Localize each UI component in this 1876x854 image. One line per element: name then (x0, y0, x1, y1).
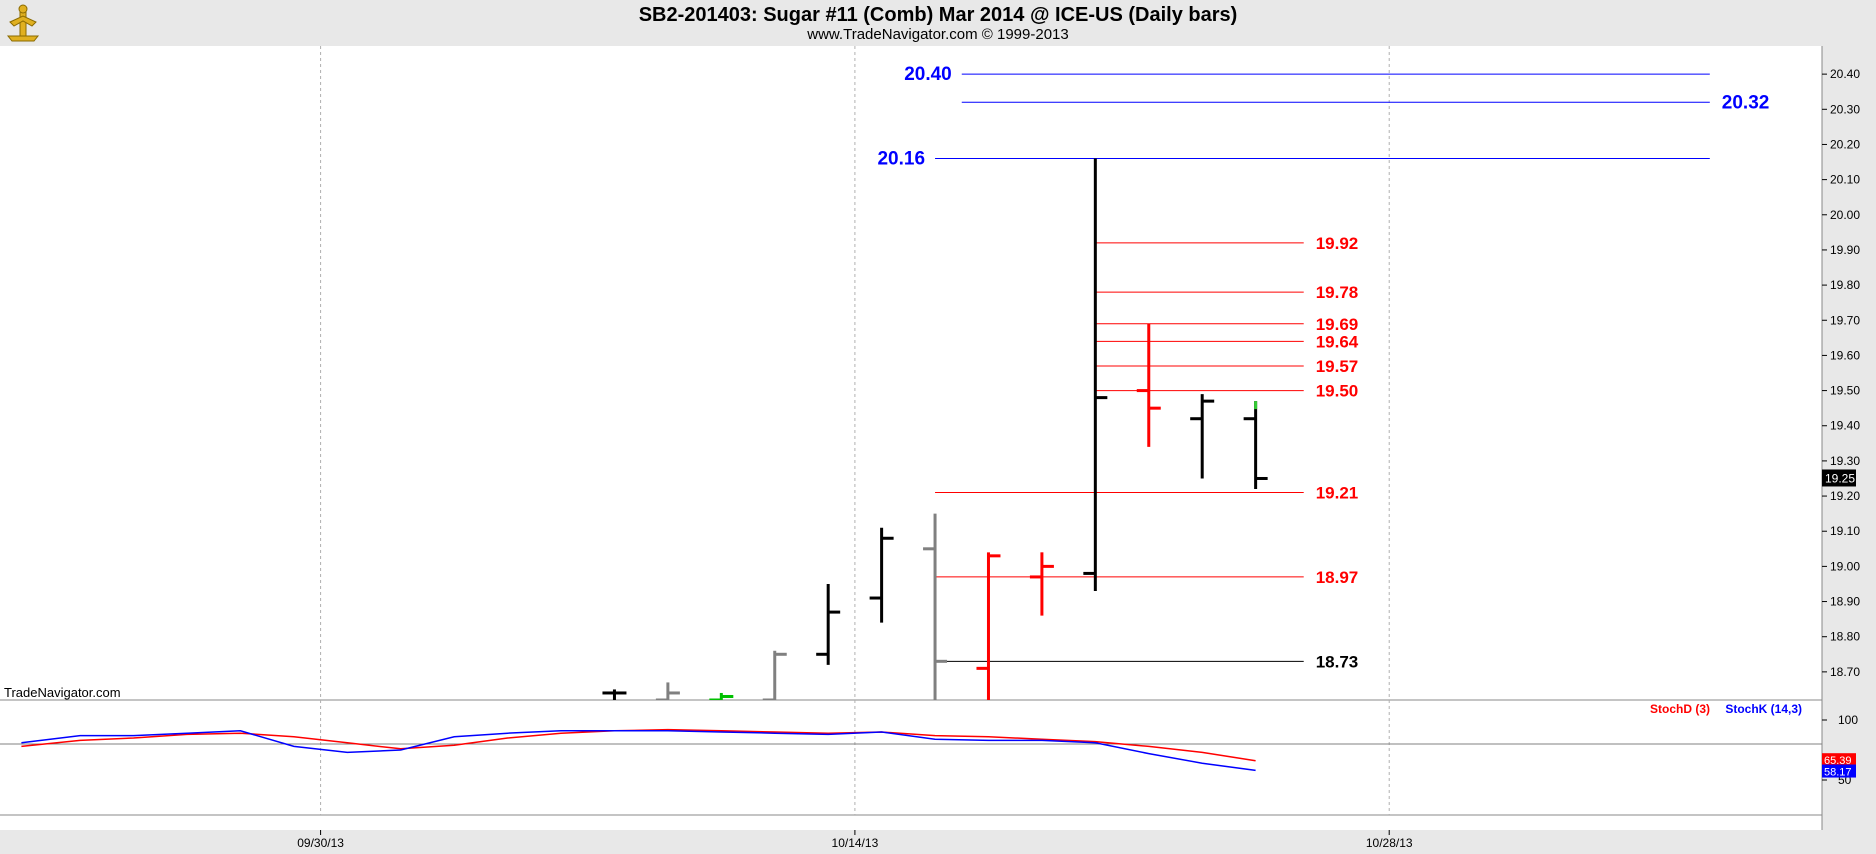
ohlc-bar (1190, 394, 1215, 479)
ohlc-bar (1136, 323, 1161, 447)
level-label: 18.97 (1316, 568, 1359, 587)
stoch-series-line (21, 728, 1256, 762)
price-tick-label: 19.80 (1830, 278, 1860, 292)
ohlc-bar (923, 513, 948, 700)
price-tick-label: 19.50 (1830, 384, 1860, 398)
header-band (0, 0, 1876, 46)
level-label: 19.64 (1316, 332, 1359, 351)
ohlc-bar (602, 689, 627, 700)
stochk-value-tag: 58.17 (1824, 767, 1852, 779)
ohlc-bar (816, 583, 841, 665)
ohlc-bar (1083, 158, 1108, 591)
price-tick-label: 20.20 (1830, 137, 1860, 151)
watermark: TradeNavigator.com (4, 685, 121, 700)
ohlc-bar (1243, 401, 1268, 490)
date-tick-label: 10/14/13 (832, 836, 879, 850)
ohlc-bar (1029, 552, 1054, 616)
ohlc-bar (976, 552, 1001, 700)
level-label: 18.73 (1316, 652, 1359, 671)
price-tick-label: 20.30 (1830, 102, 1860, 116)
stoch-tick-label: 100 (1838, 713, 1858, 727)
price-tick-label: 20.40 (1830, 67, 1860, 81)
level-label: 19.57 (1316, 357, 1359, 376)
date-tick-label: 10/28/13 (1366, 836, 1413, 850)
stochk-value-tag-bg (1822, 764, 1856, 778)
price-tick-label: 18.80 (1830, 630, 1860, 644)
chart-title: SB2-201403: Sugar #11 (Comb) Mar 2014 @ … (638, 4, 1238, 26)
last-price-tag: 19.25 (1825, 471, 1855, 485)
level-label: 20.32 (1722, 92, 1770, 113)
chart-subtitle: www.TradeNavigator.com © 1999-2013 (807, 26, 1069, 43)
price-tick-label: 19.10 (1830, 524, 1860, 538)
ohlc-bar (709, 692, 734, 700)
price-tick-label: 20.10 (1830, 173, 1860, 187)
price-panel (0, 46, 1822, 700)
price-tick-label: 19.90 (1830, 243, 1860, 257)
price-tick-label: 19.00 (1830, 559, 1860, 573)
price-tick-label: 18.90 (1830, 595, 1860, 609)
ohlc-bar (655, 682, 680, 700)
level-label: 19.21 (1316, 484, 1359, 503)
level-label: 20.16 (877, 149, 925, 170)
price-tick-label: 19.40 (1830, 419, 1860, 433)
stochd-value-tag-bg (1822, 753, 1856, 767)
price-tick-label: 19.60 (1830, 348, 1860, 362)
stochk-legend: StochK (14,3) (1725, 702, 1802, 716)
ohlc-bar (869, 527, 894, 623)
price-tick-label: 19.70 (1830, 313, 1860, 327)
level-label: 19.50 (1316, 382, 1359, 401)
price-tick-label: 18.70 (1830, 665, 1860, 679)
stoch-series-line (21, 730, 1256, 772)
price-tick-label: 19.30 (1830, 454, 1860, 468)
date-tick-label: 09/30/13 (297, 836, 344, 850)
stochd-legend: StochD (3) (1650, 702, 1710, 716)
price-tick-label: 20.00 (1830, 208, 1860, 222)
last-price-tag-bg (1822, 469, 1856, 487)
price-axis-band (1822, 46, 1876, 830)
price-tick-label: 19.20 (1830, 489, 1860, 503)
date-axis-band (0, 830, 1876, 854)
level-label: 19.69 (1316, 315, 1359, 334)
stochd-value-tag: 65.39 (1824, 755, 1852, 767)
level-label: 19.78 (1316, 283, 1359, 302)
tradenavigator-logo-icon (6, 4, 40, 42)
ohlc-bar (762, 650, 787, 700)
level-label: 20.40 (904, 64, 952, 85)
level-label: 19.92 (1316, 234, 1359, 253)
